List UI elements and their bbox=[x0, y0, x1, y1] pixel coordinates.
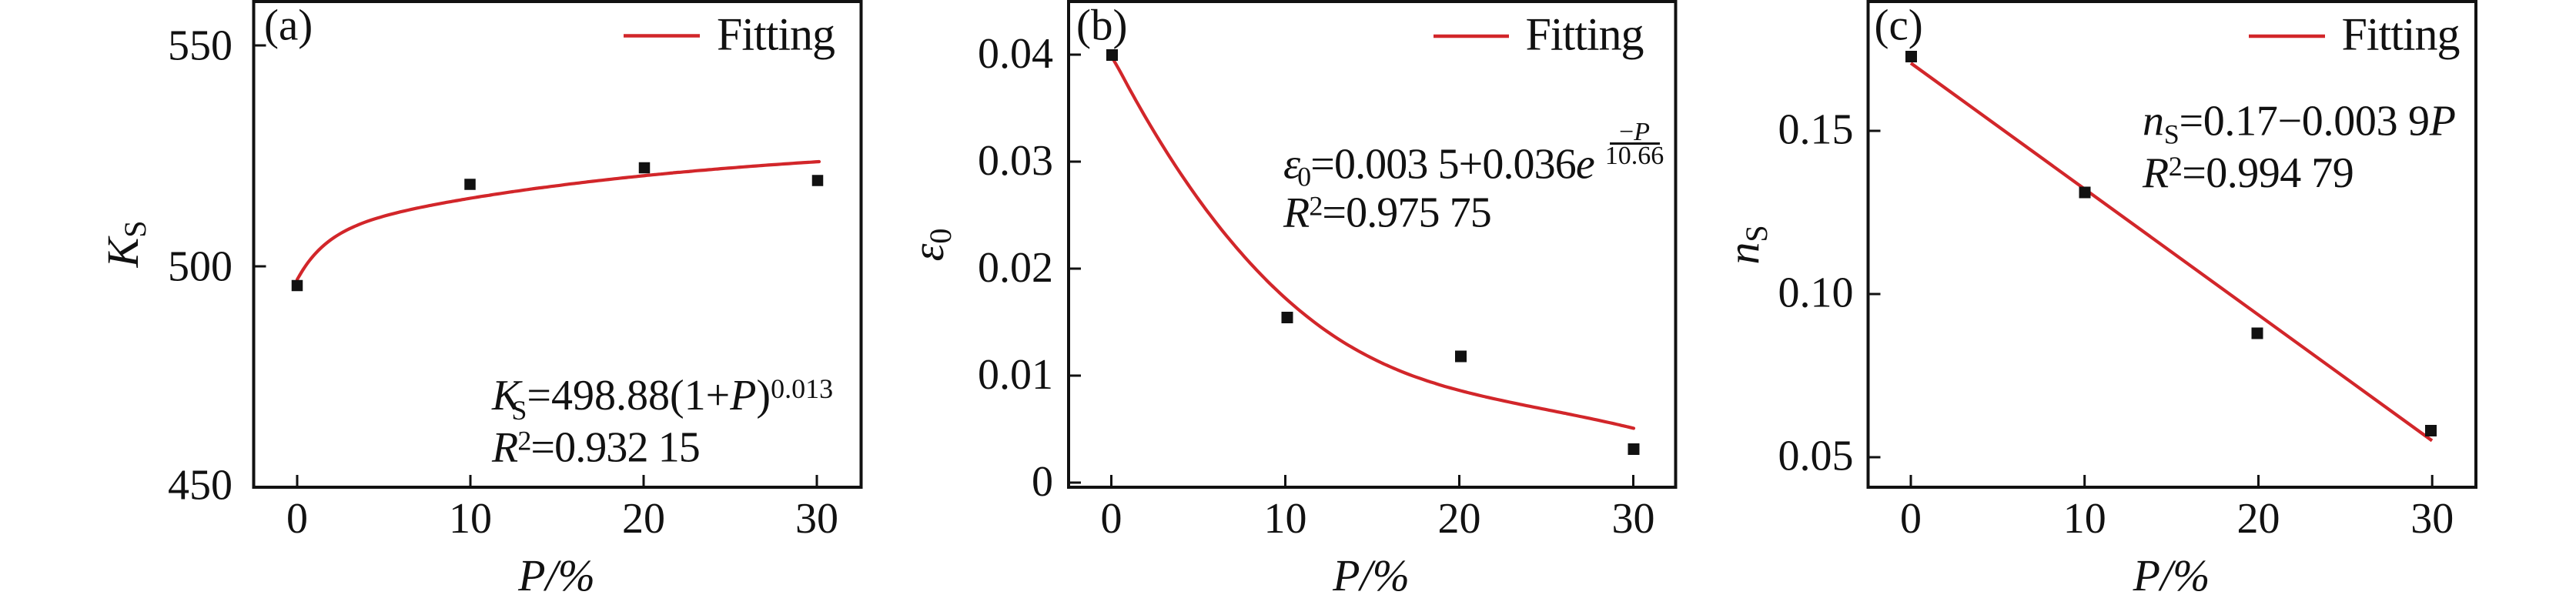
svg-text:20: 20 bbox=[622, 495, 665, 543]
svg-text:Fitting: Fitting bbox=[717, 9, 835, 60]
svg-text:nS: nS bbox=[1718, 225, 1774, 264]
svg-text:0.01: 0.01 bbox=[978, 351, 1053, 399]
svg-text:P/%: P/% bbox=[1332, 550, 1410, 600]
svg-text:(b): (b) bbox=[1076, 2, 1127, 50]
svg-text:20: 20 bbox=[1438, 495, 1481, 543]
svg-text:10: 10 bbox=[449, 495, 492, 543]
svg-text:0.04: 0.04 bbox=[978, 30, 1053, 78]
svg-text:20: 20 bbox=[2237, 495, 2280, 543]
svg-text:(c): (c) bbox=[1875, 2, 1923, 50]
svg-text:0: 0 bbox=[1101, 495, 1122, 543]
svg-text:10: 10 bbox=[1264, 495, 1307, 543]
svg-text:30: 30 bbox=[2410, 495, 2454, 543]
svg-text:R2=0.975 75: R2=0.975 75 bbox=[1283, 189, 1491, 237]
svg-text:P/%: P/% bbox=[2133, 550, 2210, 600]
svg-text:0.05: 0.05 bbox=[1778, 433, 1854, 480]
svg-text:ε0=0.003 5+0.036e: ε0=0.003 5+0.036e bbox=[1283, 141, 1594, 192]
svg-text:0.15: 0.15 bbox=[1778, 106, 1854, 154]
svg-text:0.03: 0.03 bbox=[978, 137, 1053, 185]
svg-text:500: 500 bbox=[168, 243, 233, 291]
svg-text:0.02: 0.02 bbox=[978, 244, 1053, 292]
svg-text:ε0: ε0 bbox=[903, 229, 958, 262]
svg-text:30: 30 bbox=[1612, 495, 1655, 543]
svg-text:0: 0 bbox=[286, 495, 308, 543]
svg-text:−P: −P bbox=[1619, 118, 1650, 146]
svg-text:Fitting: Fitting bbox=[1526, 9, 1644, 60]
svg-text:R2=0.932 15: R2=0.932 15 bbox=[491, 424, 700, 472]
svg-text:R2=0.994 79: R2=0.994 79 bbox=[2142, 149, 2354, 197]
svg-text:P/%: P/% bbox=[517, 550, 595, 600]
svg-text:0: 0 bbox=[1900, 495, 1922, 543]
svg-text:Fitting: Fitting bbox=[2342, 9, 2460, 60]
svg-text:30: 30 bbox=[795, 495, 838, 543]
svg-text:KS=498.88(1+P)0.013: KS=498.88(1+P)0.013 bbox=[491, 372, 833, 426]
svg-text:nS=0.17−0.003 9P: nS=0.17−0.003 9P bbox=[2143, 98, 2456, 150]
svg-text:(a): (a) bbox=[264, 2, 313, 50]
svg-text:10.66: 10.66 bbox=[1605, 142, 1664, 170]
svg-text:550: 550 bbox=[168, 22, 233, 70]
svg-text:10: 10 bbox=[2063, 495, 2106, 543]
svg-text:KS: KS bbox=[98, 221, 152, 269]
svg-text:0: 0 bbox=[1032, 458, 1053, 506]
svg-text:0.10: 0.10 bbox=[1778, 269, 1854, 317]
svg-text:450: 450 bbox=[168, 462, 233, 510]
